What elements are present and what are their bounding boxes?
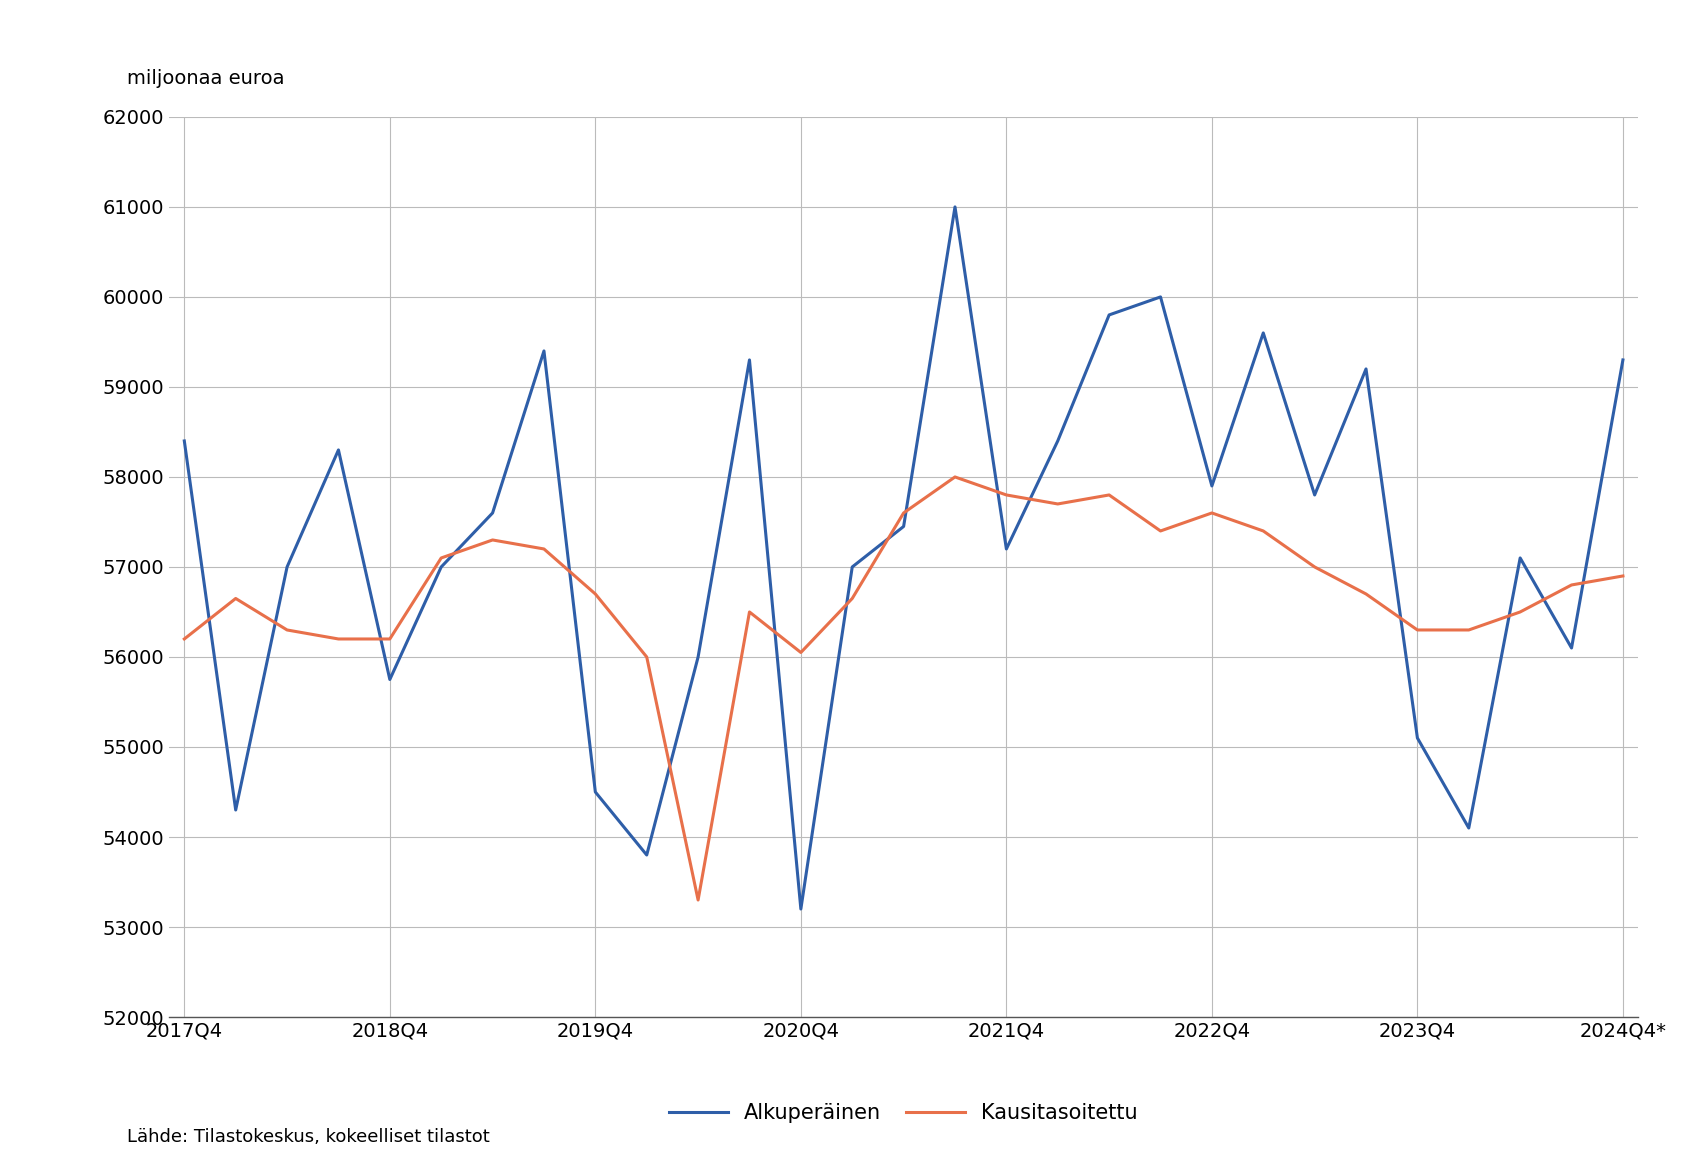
Line: Alkuperäinen: Alkuperäinen (184, 207, 1623, 909)
Alkuperäinen (1253, 326, 1274, 340)
Kausitasoitettu (944, 470, 964, 484)
Kausitasoitettu (687, 893, 708, 907)
Text: miljoonaa euroa: miljoonaa euroa (127, 69, 284, 88)
Kausitasoitettu (740, 604, 760, 618)
Kausitasoitettu (1203, 506, 1223, 520)
Kausitasoitettu (1510, 604, 1530, 618)
Alkuperäinen (1356, 362, 1377, 376)
Alkuperäinen (1510, 551, 1530, 565)
Line: Kausitasoitettu: Kausitasoitettu (184, 477, 1623, 900)
Legend: Alkuperäinen, Kausitasoitettu: Alkuperäinen, Kausitasoitettu (660, 1095, 1147, 1132)
Alkuperäinen (431, 560, 451, 574)
Kausitasoitettu (1047, 497, 1067, 511)
Kausitasoitettu (997, 487, 1017, 502)
Text: Lähde: Tilastokeskus, kokeelliset tilastot: Lähde: Tilastokeskus, kokeelliset tilast… (127, 1128, 490, 1146)
Kausitasoitettu (1407, 623, 1427, 637)
Alkuperäinen (740, 353, 760, 367)
Kausitasoitettu (893, 506, 914, 520)
Kausitasoitettu (483, 533, 503, 547)
Kausitasoitettu (637, 650, 657, 664)
Alkuperäinen (944, 200, 964, 214)
Kausitasoitettu (1150, 524, 1170, 538)
Kausitasoitettu (380, 632, 400, 646)
Kausitasoitettu (1304, 560, 1324, 574)
Kausitasoitettu (1356, 587, 1377, 601)
Alkuperäinen (997, 542, 1017, 556)
Kausitasoitettu (431, 551, 451, 565)
Alkuperäinen (1561, 641, 1581, 655)
Kausitasoitettu (1459, 623, 1480, 637)
Kausitasoitettu (790, 645, 811, 659)
Alkuperäinen (637, 848, 657, 862)
Alkuperäinen (328, 443, 348, 457)
Kausitasoitettu (1613, 569, 1633, 583)
Alkuperäinen (174, 434, 194, 448)
Alkuperäinen (226, 803, 247, 817)
Kausitasoitettu (277, 623, 297, 637)
Alkuperäinen (1459, 821, 1480, 835)
Kausitasoitettu (534, 542, 554, 556)
Kausitasoitettu (1561, 577, 1581, 592)
Alkuperäinen (893, 519, 914, 533)
Alkuperäinen (1613, 353, 1633, 367)
Kausitasoitettu (584, 587, 605, 601)
Alkuperäinen (687, 650, 708, 664)
Alkuperäinen (1407, 731, 1427, 745)
Kausitasoitettu (174, 632, 194, 646)
Kausitasoitettu (843, 592, 863, 606)
Alkuperäinen (584, 784, 605, 798)
Alkuperäinen (843, 560, 863, 574)
Alkuperäinen (380, 672, 400, 686)
Kausitasoitettu (328, 632, 348, 646)
Alkuperäinen (277, 560, 297, 574)
Alkuperäinen (790, 902, 811, 916)
Kausitasoitettu (1253, 524, 1274, 538)
Alkuperäinen (1100, 307, 1120, 321)
Alkuperäinen (534, 344, 554, 358)
Alkuperäinen (483, 506, 503, 520)
Alkuperäinen (1047, 434, 1067, 448)
Alkuperäinen (1304, 487, 1324, 502)
Kausitasoitettu (226, 592, 247, 606)
Alkuperäinen (1203, 479, 1223, 493)
Kausitasoitettu (1100, 487, 1120, 502)
Alkuperäinen (1150, 290, 1170, 304)
